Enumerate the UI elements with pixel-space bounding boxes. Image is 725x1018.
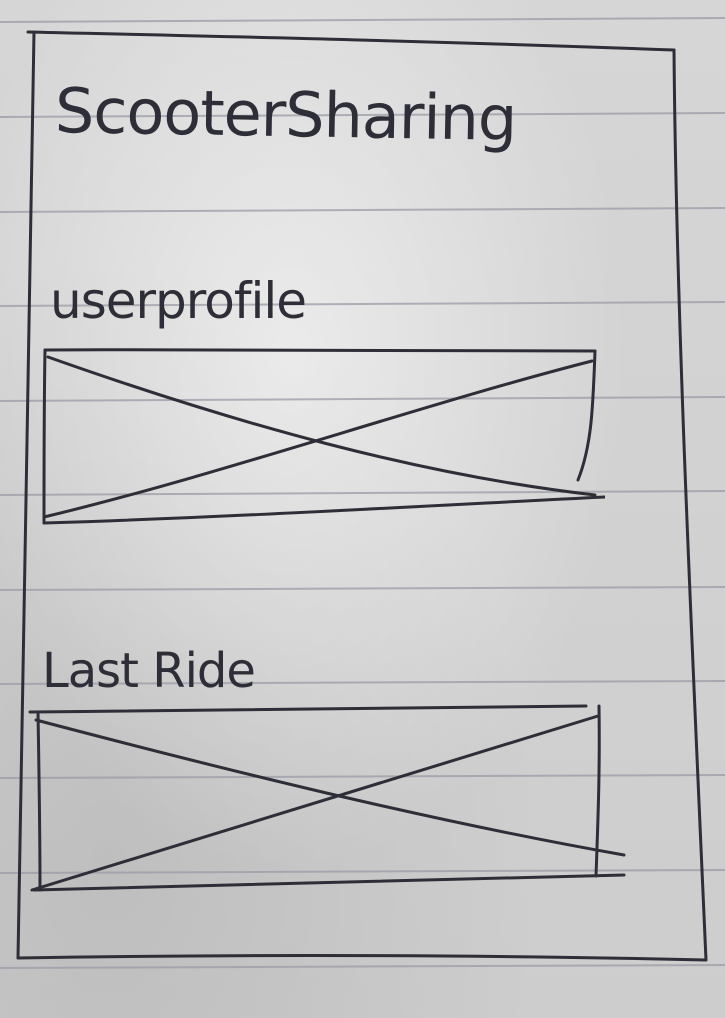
last-ride-map-placeholder (28, 704, 626, 892)
last-ride-heading: Last Ride (42, 643, 256, 699)
user-profile-heading: userprofile (50, 272, 307, 330)
app-title: ScooterSharing (54, 73, 517, 156)
user-profile-image-placeholder (42, 347, 605, 525)
